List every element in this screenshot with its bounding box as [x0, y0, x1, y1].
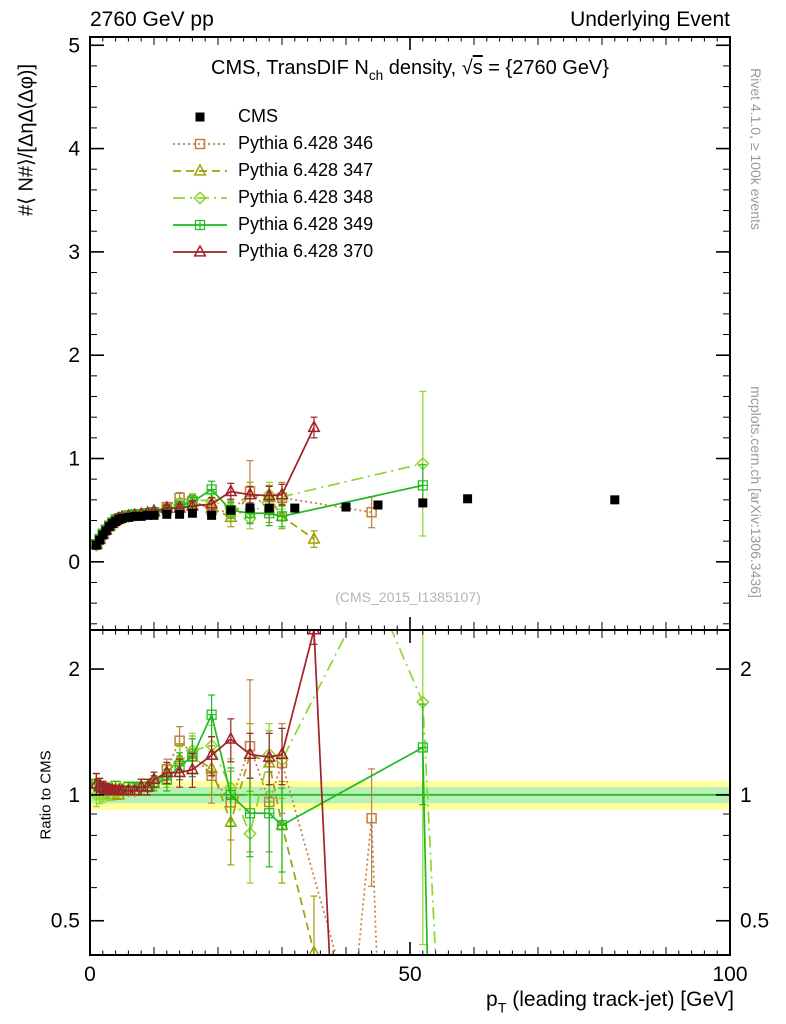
- title-subscript: ch: [368, 68, 384, 84]
- series-ratio-p347: [90, 723, 320, 955]
- y-main-tick-label: 4: [68, 138, 80, 161]
- ratio-tick-label-left: 1: [68, 784, 80, 807]
- ratio-tick-label-left: 2: [68, 658, 80, 681]
- ratio-uncertainty-bands: [90, 780, 730, 811]
- title-pre: CMS, TransDIF N: [211, 57, 369, 79]
- legend-entry-p349: Pythia 6.428 349: [172, 211, 373, 238]
- y-main-tick-label: 1: [68, 448, 80, 471]
- ratio-tick-label-right: 0.5: [740, 910, 769, 933]
- sqrt-argument: s: [472, 57, 483, 79]
- legend-marker-p347: [173, 162, 227, 176]
- legend-label-p370: Pythia 6.428 370: [238, 241, 374, 261]
- legend-entry-p347: Pythia 6.428 347: [172, 157, 373, 184]
- y-main-tick-label: 2: [68, 344, 80, 367]
- series-ratio-p346: [91, 679, 378, 955]
- series-ratio-p349: [91, 694, 429, 955]
- legend-marker-p346: [173, 138, 227, 149]
- y-main-tick-label: 3: [68, 241, 80, 264]
- header-beam-energy: 2760 GeV pp: [90, 8, 214, 31]
- legend-label-p348: Pythia 6.428 348: [238, 187, 374, 207]
- legend-entry-p348: Pythia 6.428 348: [172, 184, 373, 211]
- series-ratio-p370: [90, 630, 331, 955]
- legend-entry-p346: Pythia 6.428 346: [172, 130, 373, 157]
- x-tick-label: 100: [712, 963, 747, 986]
- y-axis-label-ratio: Ratio to CMS: [37, 750, 55, 840]
- xlabel-base: p: [486, 988, 498, 1011]
- ratio-tick-label-left: 0.5: [51, 910, 80, 933]
- legend-entry-p370: Pythia 6.428 370: [172, 238, 373, 265]
- x-tick-label: 50: [398, 963, 421, 986]
- analysis-id-watermark: (CMS_2015_I1385107): [335, 589, 481, 605]
- title-post: = {2760 GeV}: [482, 57, 609, 79]
- legend-label-p346: Pythia 6.428 346: [238, 133, 374, 153]
- y-main-tick-label: 0: [68, 551, 80, 574]
- sqrt-icon: √: [461, 57, 473, 79]
- rivet-version-note: Rivet 4.1.0, ≥ 100k events: [748, 68, 764, 230]
- legend-marker-p348: [173, 190, 227, 205]
- legend-marker-cms: [195, 112, 205, 121]
- legend-label-p349: Pythia 6.428 349: [238, 214, 374, 234]
- x-tick-label: 0: [84, 963, 96, 986]
- ratio-tick-label-right: 1: [740, 784, 752, 807]
- header-analysis-group: Underlying Event: [570, 8, 730, 31]
- legend-label-p347: Pythia 6.428 347: [238, 160, 374, 180]
- legend-marker-p370: [173, 243, 227, 257]
- ratio-tick-label-right: 2: [740, 658, 752, 681]
- plot-title: CMS, TransDIF Nch density, √s = {2760 Ge…: [90, 57, 730, 83]
- title-mid: density,: [383, 57, 462, 79]
- legend-label-cms: CMS: [238, 106, 278, 126]
- y-main-tick-label: 5: [68, 34, 80, 57]
- series-main-p348: [90, 390, 430, 553]
- mcplots-citation-note: mcplots.cern.ch [arXiv:1306.3436]: [748, 386, 764, 598]
- legend: CMS Pythia 6.428 346 Pythia 6.428 347 Pythi…: [172, 103, 373, 265]
- legend-marker-p349: [173, 219, 227, 230]
- x-axis-label: pT (leading track-jet) [GeV]: [486, 988, 734, 1016]
- y-axis-label-main: #⟨ N#⟩/[ΔηΔ(Δφ)]: [15, 63, 38, 217]
- series-main-cms: [91, 494, 620, 550]
- legend-entry-cms: CMS: [172, 103, 373, 130]
- xlabel-rest: (leading track-jet) [GeV]: [506, 988, 734, 1011]
- xlabel-subscript: T: [497, 1000, 507, 1017]
